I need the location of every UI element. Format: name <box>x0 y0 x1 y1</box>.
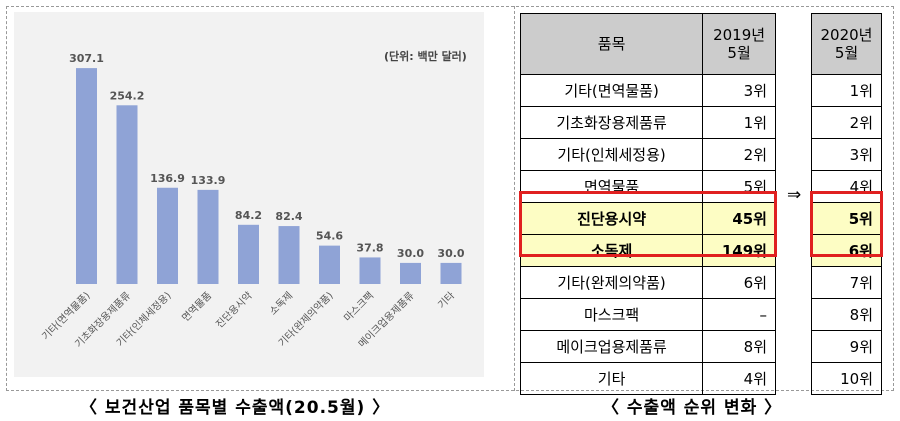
rank-2020-cell: 7위 <box>811 266 882 299</box>
header-2020: 2020년 5월 <box>811 13 882 75</box>
table-row: 기초화장용제품류 1위 <box>519 106 776 139</box>
bar <box>359 257 381 284</box>
data-label: 54.6 <box>316 230 343 243</box>
bar <box>400 262 421 284</box>
item-cell: 기타(면역물품) <box>519 74 704 107</box>
table-row: 3위 <box>811 138 882 171</box>
item-cell: 진단용시약 <box>519 202 704 235</box>
bar <box>157 187 178 284</box>
bar <box>238 224 259 284</box>
chart-caption: 〈 보건산업 품목별 수출액(20.5월) 〉 <box>80 398 391 418</box>
table-row: 4위 <box>811 170 882 203</box>
rank-2020-cell: 10위 <box>811 362 882 395</box>
table-row: 6위 <box>811 234 882 267</box>
data-label: 30.0 <box>437 247 464 260</box>
rank-2019-cell: 1위 <box>702 106 776 139</box>
item-cell: 기타(완제의약품) <box>519 266 704 299</box>
header-2019-month: 5월 <box>727 44 751 62</box>
category-label: 마스크팩 <box>342 290 377 325</box>
bar <box>116 105 138 284</box>
item-cell: 기타(인체세정용) <box>519 138 704 171</box>
category-label: 면역물품 <box>180 290 215 325</box>
rank-2020-cell: 4위 <box>811 170 882 203</box>
data-label: 136.9 <box>150 172 185 185</box>
unit-note: (단위: 백만 달러) <box>384 50 467 63</box>
table-row: 진단용시약 45위 <box>519 202 776 235</box>
rank-2020-cell: 6위 <box>811 234 882 267</box>
rank-2019-cell: 6위 <box>702 266 776 299</box>
category-label: 기타 <box>436 290 458 312</box>
figure-frame <box>6 6 894 391</box>
table-caption: 〈 수출액 순위 변화 〉 <box>602 398 783 418</box>
header-2020-month: 5월 <box>834 44 859 62</box>
data-label: 84.2 <box>235 209 262 222</box>
header-2020-year: 2020년 <box>820 26 873 44</box>
category-label: 진단용시약 <box>214 290 255 331</box>
rank-2020-cell: 3위 <box>811 138 882 171</box>
table-row: 기타 4위 <box>519 362 776 395</box>
bar-chart-panel: 307.1 기타(면역물품) 254.2 기초화장용제품류 136.9 기타(인체세정용)… <box>14 12 484 377</box>
table-row: 기타(완제의약품) 6위 <box>519 266 776 299</box>
rank-2019-cell: 4위 <box>702 362 776 395</box>
table-row: 10위 <box>811 362 882 395</box>
rank-2019-cell: – <box>702 298 776 331</box>
table-row: 8위 <box>811 298 882 331</box>
header-item: 품목 <box>519 13 704 75</box>
data-label: 254.2 <box>110 89 145 102</box>
rank-2019-cell: 3위 <box>702 74 776 107</box>
data-label: 30.0 <box>397 247 424 260</box>
bar <box>278 226 300 284</box>
item-cell: 메이크업용제품류 <box>519 330 704 363</box>
table-row: 마스크팩 – <box>519 298 776 331</box>
table-row: 9위 <box>811 330 882 363</box>
bar-chart: 307.1기타(면역물품)254.2기초화장용제품류136.9기타(인체세정용)… <box>40 52 465 350</box>
highlight-box-2020 <box>810 191 883 257</box>
item-cell: 기타 <box>519 362 704 395</box>
bar <box>319 245 340 284</box>
bar <box>197 189 219 284</box>
rank-2020-cell: 8위 <box>811 298 882 331</box>
rank-2020-cell: 1위 <box>811 74 882 107</box>
bar <box>76 68 97 284</box>
rank-table-2019: 품목 2019년 5월 기타(면역물품) 3위 기초화장용제품류 1위 기타(인… <box>519 13 776 395</box>
item-cell: 소독제 <box>519 234 704 267</box>
data-label: 133.9 <box>191 174 226 187</box>
rank-2019-cell: 45위 <box>702 202 776 235</box>
table-row: 기타(인체세정용) 2위 <box>519 138 776 171</box>
rank-table-2020: 2020년 5월 1위 2위 3위 4위 5위 6위 7위 8위 9위 10위 <box>811 13 882 395</box>
bar <box>440 262 462 284</box>
header-2019-year: 2019년 <box>713 26 766 44</box>
category-label: 소독제 <box>267 290 295 318</box>
table-row: 메이크업용제품류 8위 <box>519 330 776 363</box>
rank-2020-cell: 9위 <box>811 330 882 363</box>
rank-2019-cell: 2위 <box>702 138 776 171</box>
table-row: 기타(면역물품) 3위 <box>519 74 776 107</box>
rank-2020-cell: 2위 <box>811 106 882 139</box>
item-cell: 마스크팩 <box>519 298 704 331</box>
data-label: 37.8 <box>356 241 383 254</box>
highlight-box-2019 <box>519 191 777 257</box>
rank-2019-cell: 8위 <box>702 330 776 363</box>
item-cell: 기초화장용제품류 <box>519 106 704 139</box>
panel-divider <box>514 6 515 391</box>
header-2019: 2019년 5월 <box>702 13 776 75</box>
table-row: 7위 <box>811 266 882 299</box>
table-row: 1위 <box>811 74 882 107</box>
arrow-icon: ⇒ <box>787 185 802 205</box>
table-row: 2위 <box>811 106 882 139</box>
data-label: 82.4 <box>275 210 302 223</box>
data-label: 307.1 <box>69 52 104 65</box>
